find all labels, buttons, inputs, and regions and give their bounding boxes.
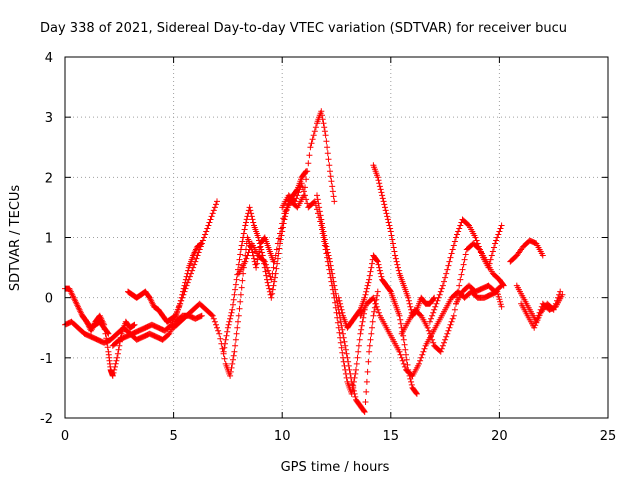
y-tick-label: 0 xyxy=(45,292,53,307)
series-track-o xyxy=(426,216,505,325)
y-tick-label: 4 xyxy=(45,51,53,66)
x-tick-label: 25 xyxy=(600,429,617,444)
tick-labels: 0 5 10 15 20 25 -2 -1 0 1 2 3 4 xyxy=(40,51,616,444)
series-track-e xyxy=(125,240,205,325)
series-track-i xyxy=(279,180,368,397)
data-point-markers xyxy=(79,312,138,379)
plot-frame xyxy=(64,56,609,419)
x-axis-label: GPS time / hours xyxy=(281,460,390,475)
series-track-d xyxy=(109,198,220,349)
axis-ticks xyxy=(64,56,609,419)
data-point-markers xyxy=(314,192,381,415)
data-point-markers xyxy=(370,162,438,319)
data-point-markers xyxy=(518,288,564,331)
data-point-markers xyxy=(109,198,220,349)
series-track-j xyxy=(314,192,381,415)
y-tick-label: 2 xyxy=(45,171,53,186)
series-track-p xyxy=(453,282,505,307)
data-point-markers xyxy=(125,240,205,325)
x-tick-label: 20 xyxy=(491,429,508,444)
y-tick-label: -1 xyxy=(40,352,53,367)
data-point-markers xyxy=(426,216,505,325)
series-track-h xyxy=(235,108,338,283)
x-tick-label: 15 xyxy=(383,429,400,444)
series-track-s xyxy=(518,288,564,331)
data-point-markers xyxy=(235,108,338,283)
y-tick-label: 3 xyxy=(45,111,53,126)
series-track-f xyxy=(170,234,277,379)
series-track-q xyxy=(507,237,546,265)
data-point-markers xyxy=(357,288,505,379)
series-track-l xyxy=(370,162,438,319)
chart-title: Day 338 of 2021, Sidereal Day-to-day VTE… xyxy=(40,21,567,36)
data-point-markers xyxy=(279,180,368,397)
data-point-markers xyxy=(453,282,505,307)
data-points xyxy=(62,108,566,415)
data-point-markers xyxy=(507,237,546,265)
grid-lines xyxy=(65,57,608,418)
y-tick-label: 1 xyxy=(45,232,53,247)
x-tick-label: 0 xyxy=(61,429,69,444)
series-track-c xyxy=(79,312,138,379)
x-tick-label: 5 xyxy=(169,429,177,444)
series-track-m xyxy=(357,288,505,379)
y-axis-label: SDTVAR / TECUs xyxy=(8,185,23,292)
data-point-markers xyxy=(170,234,277,379)
x-tick-label: 10 xyxy=(274,429,291,444)
y-tick-label: -2 xyxy=(40,412,53,427)
